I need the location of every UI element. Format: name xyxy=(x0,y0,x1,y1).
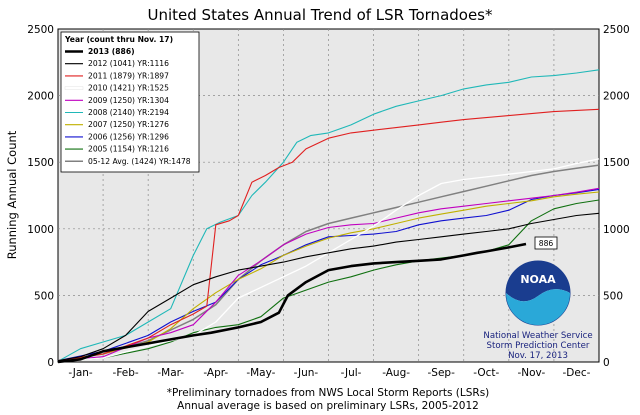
x-tick-label: -Jun- xyxy=(294,367,319,379)
y-tick-label-right: 0 xyxy=(603,357,610,369)
chart-title: United States Annual Trend of LSR Tornad… xyxy=(148,6,494,24)
series-line xyxy=(57,212,600,362)
series-line xyxy=(57,191,600,362)
legend-entry: 2013 (886) xyxy=(88,47,135,56)
legend-entry: 2006 (1256) YR:1296 xyxy=(88,132,169,141)
y-tick-label-left: 2000 xyxy=(27,91,54,103)
legend-entry: 2009 (1250) YR:1304 xyxy=(88,96,169,105)
legend-entry: 2011 (1879) YR:1897 xyxy=(88,71,169,80)
y-tick-label-right: 2000 xyxy=(603,91,630,103)
noaa-logo-text: NOAA xyxy=(520,273,556,286)
y-tick-label-right: 1000 xyxy=(603,224,630,236)
y-tick-label-left: 500 xyxy=(34,290,54,302)
x-tick-label: -Nov- xyxy=(517,367,545,379)
y-tick-label-left: 1500 xyxy=(27,157,54,169)
series-line xyxy=(57,242,527,364)
legend-entry: 2012 (1041) YR:1116 xyxy=(88,59,169,68)
legend-swatch-outline xyxy=(64,86,84,90)
y-axis-label: Running Annual Count xyxy=(5,130,19,259)
legend-title: Year (count thru Nov. 17) xyxy=(64,35,173,44)
credit-line-1: National Weather Service xyxy=(483,331,592,341)
noaa-logo: NOAA xyxy=(505,260,571,326)
series-line xyxy=(57,108,600,362)
legend-entry: 2007 (1250) YR:1276 xyxy=(88,120,169,129)
y-tick-label-left: 1000 xyxy=(27,224,54,236)
x-tick-label: -Dec- xyxy=(563,367,591,379)
x-tick-label: -Jul- xyxy=(341,367,362,379)
y-tick-label-left: 0 xyxy=(47,357,54,369)
credit-line-2: Storm Prediction Center xyxy=(487,341,590,351)
legend-entry: 2010 (1421) YR:1525 xyxy=(88,84,169,93)
legend-entry: 2005 (1154) YR:1216 xyxy=(88,145,169,154)
x-tick-label: -Feb- xyxy=(113,367,139,379)
annotation-box xyxy=(534,236,558,250)
y-tick-label-right: 1500 xyxy=(603,157,630,169)
footnote-line-2: Annual average is based on preliminary L… xyxy=(177,400,479,412)
x-tick-label: -Oct- xyxy=(473,367,499,379)
x-tick-label: -Mar- xyxy=(157,367,184,379)
series-line xyxy=(57,164,600,362)
x-tick-label: -May- xyxy=(246,367,275,379)
credit-line-3: Nov. 17, 2013 xyxy=(508,351,568,361)
y-tick-label-right: 2500 xyxy=(603,24,630,36)
series-layer xyxy=(57,69,600,364)
annotation-886: 886 xyxy=(534,236,558,250)
legend: Year (count thru Nov. 17) 2013 (886) 2012… xyxy=(60,31,200,173)
axis-ticks: 0 0 500 500 1000 1000 1500 1500 2000 2000 2500 2500… xyxy=(27,24,629,379)
legend-entry: 05-12 Avg. (1424) YR:1478 xyxy=(88,157,191,166)
x-tick-label: -Apr- xyxy=(203,367,228,379)
series-line xyxy=(57,69,600,362)
footnote-line-1: *Preliminary tornadoes from NWS Local St… xyxy=(167,387,490,399)
y-tick-label-right: 500 xyxy=(603,290,623,302)
x-tick-label: -Jan- xyxy=(68,367,93,379)
y-tick-label-left: 2500 xyxy=(27,24,54,36)
x-tick-label: -Sep- xyxy=(428,367,456,379)
legend-items: 2013 (886) 2012 (1041) YR:1116 2011 (1879)… xyxy=(64,47,191,166)
x-tick-label: -Aug- xyxy=(382,367,410,379)
legend-entry: 2008 (2140) YR:2194 xyxy=(88,108,169,117)
legend-box xyxy=(60,31,200,173)
series-line xyxy=(57,158,600,362)
annotation-label: 886 xyxy=(539,239,554,248)
series-line xyxy=(57,187,600,362)
